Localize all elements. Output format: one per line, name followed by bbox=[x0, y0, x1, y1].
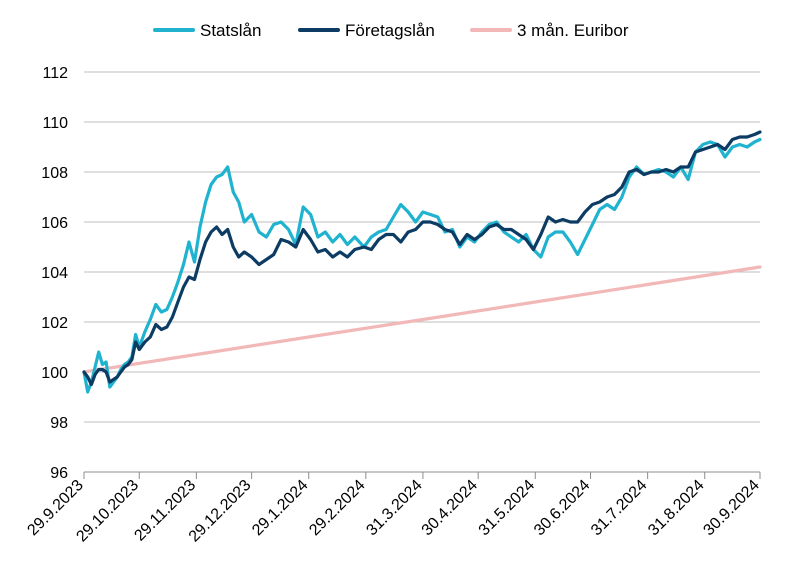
series-line-euribor bbox=[82, 265, 762, 374]
x-tick-label: 31.7.2024 bbox=[588, 477, 650, 539]
y-tick-label: 96 bbox=[50, 465, 68, 482]
legend-label-statslan: Statslån bbox=[200, 21, 261, 40]
legend-label-euribor: 3 mån. Euribor bbox=[517, 21, 629, 40]
x-tick-label: 31.8.2024 bbox=[645, 477, 707, 539]
series-lines bbox=[82, 130, 762, 394]
y-tick-label: 108 bbox=[41, 165, 68, 182]
x-tick-label: 29.1.2024 bbox=[249, 477, 311, 539]
y-tick-label: 98 bbox=[50, 415, 68, 432]
y-tick-label: 110 bbox=[42, 115, 68, 132]
x-tick-label: 31.3.2024 bbox=[363, 477, 425, 539]
x-tick-label: 31.5.2024 bbox=[476, 477, 538, 539]
gridlines bbox=[84, 71, 760, 423]
legend-label-foretagslan: Företagslån bbox=[345, 21, 435, 40]
axes: 969810010210410610811011229.9.202329.10.… bbox=[24, 65, 762, 545]
y-tick-label: 106 bbox=[41, 215, 68, 232]
y-tick-label: 102 bbox=[41, 315, 68, 332]
x-tick-label: 30.4.2024 bbox=[419, 477, 481, 539]
y-tick-label: 100 bbox=[41, 365, 68, 382]
legend: Statslån Företagslån 3 mån. Euribor bbox=[153, 21, 629, 40]
y-tick-label: 104 bbox=[41, 265, 68, 282]
series-line-foretagslan bbox=[82, 130, 762, 387]
x-tick-label: 29.2.2024 bbox=[306, 477, 368, 539]
x-tick-label: 30.6.2024 bbox=[531, 477, 593, 539]
y-tick-label: 112 bbox=[42, 65, 68, 82]
series-line-statslan bbox=[82, 137, 762, 394]
x-tick-label: 30.9.2024 bbox=[700, 477, 762, 539]
